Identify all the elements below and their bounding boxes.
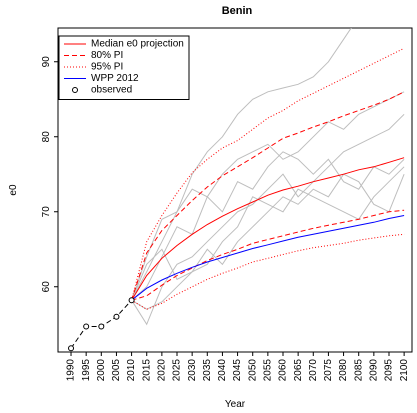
series-line	[131, 91, 405, 301]
x-tick-label: 2010	[126, 359, 137, 382]
x-tick-label: 2025	[172, 359, 183, 382]
x-tick-label: 2060	[278, 359, 289, 382]
legend-label: Median e0 projection	[91, 39, 184, 50]
x-tick-label: 2045	[232, 359, 243, 382]
y-tick-label: 60	[41, 281, 52, 293]
observed-point	[98, 323, 105, 330]
legend-marker	[72, 87, 78, 93]
x-tick-label: 2055	[262, 359, 273, 382]
x-tick-label: 1995	[81, 359, 92, 382]
series-line	[131, 215, 405, 301]
chart-title: Benin	[222, 5, 253, 17]
x-tick-label: 2000	[96, 359, 107, 382]
x-tick-label: 1990	[66, 359, 77, 382]
x-tick-label: 2035	[202, 359, 213, 382]
y-tick-label: 90	[41, 56, 52, 68]
observed-point	[128, 297, 135, 304]
plot-area	[68, 28, 405, 352]
x-tick-label: 2020	[157, 359, 168, 382]
x-tick-label: 2050	[247, 359, 258, 382]
x-tick-label: 2040	[217, 359, 228, 382]
x-tick-label: 2075	[323, 359, 334, 382]
legend-label: 95% PI	[91, 62, 123, 73]
plot-frame	[57, 27, 413, 353]
legend-label: WPP 2012	[91, 73, 139, 84]
x-tick-label: 2030	[187, 359, 198, 382]
trajectory-line	[131, 173, 405, 310]
x-tick-label: 2065	[293, 359, 304, 382]
x-tick-label: 2015	[141, 359, 152, 382]
y-axis-label: e0	[8, 184, 19, 196]
legend-label: observed	[91, 85, 132, 96]
trajectory-line	[131, 113, 405, 326]
observed-point	[68, 345, 75, 352]
observed-point	[83, 323, 90, 330]
trajectory-line	[131, 166, 405, 301]
trajectory-line	[131, 151, 405, 301]
x-tick-label: 2070	[308, 359, 319, 382]
x-tick-label: 2090	[368, 359, 379, 382]
x-axis-label: Year	[225, 399, 246, 410]
series-line	[131, 233, 405, 310]
x-tick-label: 2085	[353, 359, 364, 382]
x-tick-label: 2005	[111, 359, 122, 382]
legend-box	[58, 35, 190, 100]
observed-point	[113, 313, 120, 320]
series-line	[131, 209, 405, 301]
series-line	[131, 157, 405, 301]
series-line	[131, 47, 405, 301]
legend-label: 80% PI	[91, 50, 123, 61]
y-tick-label: 70	[41, 206, 52, 218]
x-tick-label: 2095	[384, 359, 395, 382]
y-tick-label: 80	[41, 131, 52, 143]
x-tick-label: 2100	[399, 359, 410, 382]
x-tick-label: 2080	[338, 359, 349, 382]
trajectory-line	[131, 91, 405, 301]
